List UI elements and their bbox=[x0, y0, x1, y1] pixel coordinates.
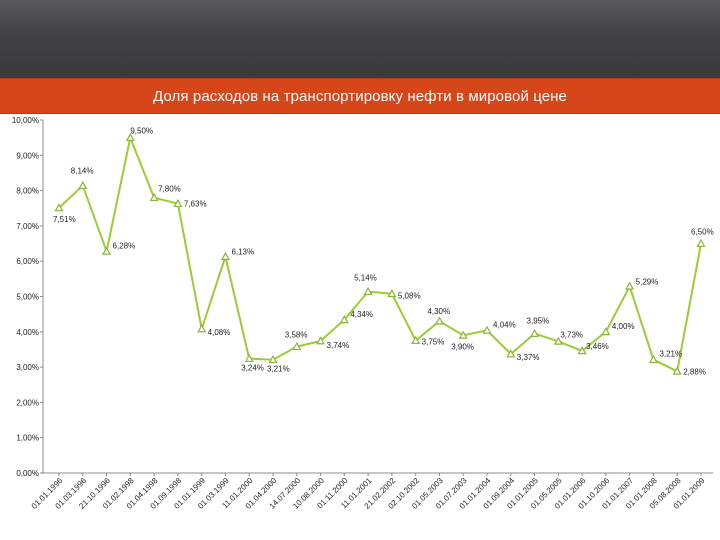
data-label: 3,58% bbox=[285, 331, 308, 340]
data-label: 4,30% bbox=[427, 307, 450, 316]
data-point bbox=[672, 366, 682, 375]
data-point bbox=[149, 192, 159, 202]
data-label: 3,46% bbox=[586, 342, 609, 351]
title-bar: Доля расходов на транспортировку нефти в… bbox=[0, 78, 720, 114]
y-tick-label: 9,00% bbox=[16, 151, 39, 160]
data-point bbox=[78, 180, 88, 190]
data-point bbox=[220, 251, 230, 261]
data-point bbox=[387, 288, 397, 298]
data-point bbox=[268, 354, 278, 364]
data-point bbox=[125, 132, 135, 142]
data-point bbox=[482, 325, 492, 334]
data-label: 7,80% bbox=[158, 185, 181, 194]
data-label: 7,63% bbox=[184, 200, 207, 209]
series-line bbox=[58, 136, 702, 373]
data-point bbox=[648, 354, 658, 364]
y-tick-label: 10,00% bbox=[12, 116, 39, 125]
data-label: 3,21% bbox=[659, 350, 682, 359]
y-tick-label: 6,00% bbox=[16, 257, 39, 266]
data-point bbox=[173, 198, 183, 208]
y-tick-label: 8,00% bbox=[16, 187, 39, 196]
data-label: 3,90% bbox=[451, 342, 474, 351]
data-label: 3,21% bbox=[267, 365, 290, 374]
data-label: 6,50% bbox=[691, 228, 714, 237]
data-point bbox=[625, 281, 635, 290]
y-tick-label: 7,00% bbox=[16, 222, 39, 231]
y-tick-label: 1,00% bbox=[16, 434, 39, 443]
y-tick-label: 2,00% bbox=[16, 398, 39, 407]
data-label: 6,13% bbox=[231, 248, 254, 257]
data-point bbox=[363, 286, 373, 295]
chart-title: Доля расходов на транспортировку нефти в… bbox=[153, 87, 567, 105]
data-label: 4,34% bbox=[350, 310, 373, 319]
data-label: 5,14% bbox=[354, 274, 377, 283]
data-label: 2,88% bbox=[683, 367, 706, 376]
slide-header-band bbox=[0, 0, 720, 78]
data-point bbox=[339, 315, 349, 324]
data-label: 3,75% bbox=[422, 338, 445, 347]
data-point bbox=[244, 353, 254, 363]
data-label: 5,08% bbox=[398, 292, 421, 301]
data-label: 3,24% bbox=[241, 364, 264, 373]
y-tick-label: 4,00% bbox=[16, 328, 39, 337]
data-label: 8,14% bbox=[71, 167, 94, 176]
data-point bbox=[530, 328, 540, 337]
data-point bbox=[411, 335, 421, 345]
data-label: 9,50% bbox=[130, 127, 153, 136]
data-label: 4,04% bbox=[493, 320, 516, 329]
data-point bbox=[197, 324, 207, 333]
data-point bbox=[506, 349, 516, 358]
data-label: 3,37% bbox=[517, 353, 540, 362]
y-tick-label: 3,00% bbox=[16, 363, 39, 372]
data-point bbox=[434, 316, 444, 325]
data-label: 4,00% bbox=[612, 322, 635, 331]
data-label: 4,08% bbox=[208, 328, 231, 337]
data-point bbox=[553, 336, 563, 345]
data-point bbox=[316, 336, 326, 345]
data-label: 6,28% bbox=[113, 241, 136, 250]
y-tick-label: 0,00% bbox=[16, 469, 39, 478]
data-label: 3,74% bbox=[327, 341, 350, 350]
data-point bbox=[458, 330, 468, 339]
data-point bbox=[601, 327, 611, 336]
data-point bbox=[102, 246, 112, 255]
data-label: 3,95% bbox=[527, 317, 550, 326]
data-point bbox=[292, 341, 302, 351]
data-label: 5,29% bbox=[636, 277, 659, 286]
data-label: 7,51% bbox=[53, 215, 76, 224]
data-point bbox=[54, 203, 64, 212]
data-point bbox=[577, 346, 587, 355]
y-tick-label: 5,00% bbox=[16, 293, 39, 302]
data-label: 3,73% bbox=[560, 330, 583, 339]
data-point bbox=[696, 238, 706, 247]
